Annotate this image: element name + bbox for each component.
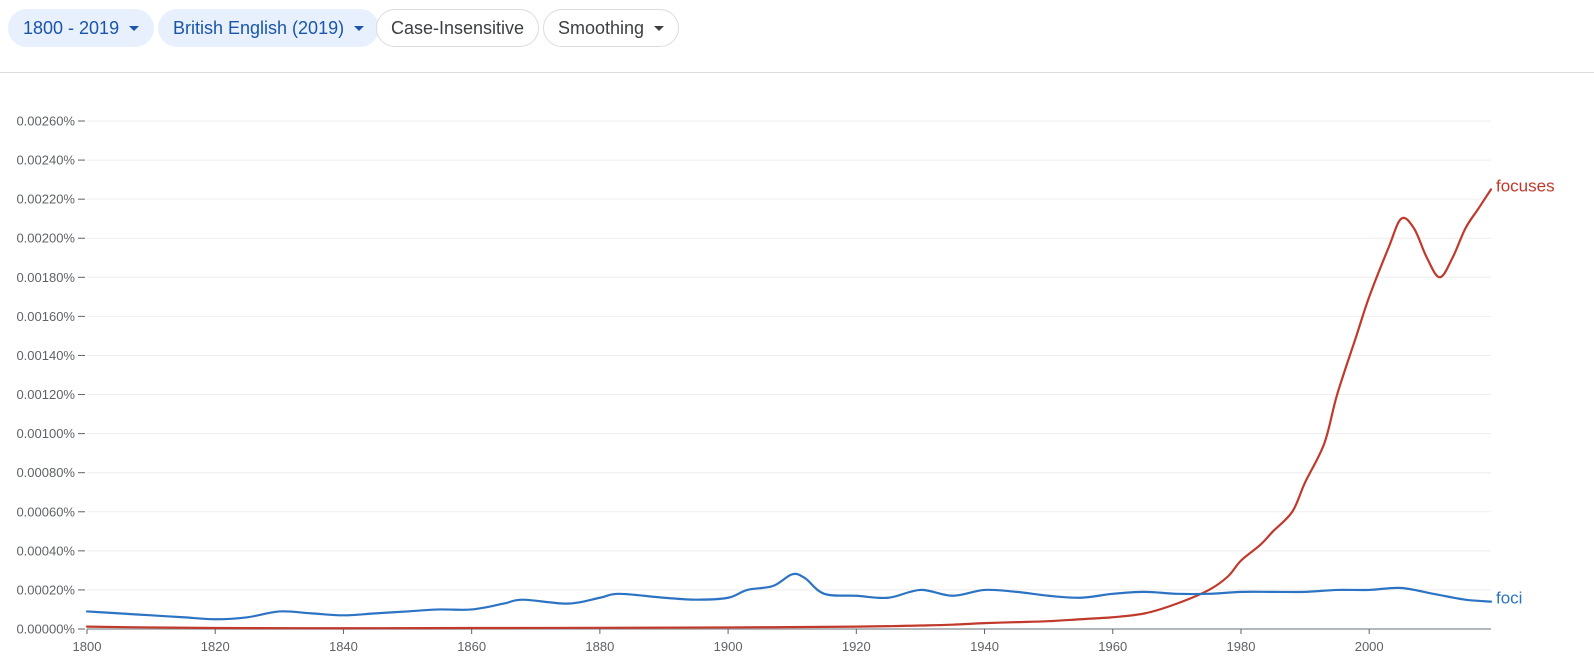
x-tick-label: 1820 [201, 639, 230, 654]
chevron-down-icon [654, 25, 665, 31]
y-tick-label: 0.00240% [16, 153, 75, 168]
y-tick-label: 0.00060% [16, 504, 75, 519]
smoothing-dropdown[interactable]: Smoothing [543, 9, 680, 47]
y-tick-label: 0.00200% [16, 231, 75, 246]
chevron-down-icon [129, 25, 140, 31]
y-tick-label: 0.00160% [16, 309, 75, 324]
year-range-dropdown[interactable]: 1800 - 2019 [8, 9, 155, 47]
y-axis: 0.00000% 0.00020% 0.00040% 0.00060% 0.00080%… [16, 114, 85, 637]
x-tick-label: 2000 [1355, 639, 1384, 654]
x-tick-label: 1940 [970, 639, 999, 654]
y-tick-label: 0.00140% [16, 348, 75, 363]
series-line-foci[interactable] [85, 572, 1493, 621]
x-tick-label: 1840 [329, 639, 358, 654]
y-tick-label: 0.00040% [16, 543, 75, 558]
series-label-focuses: focuses [1496, 176, 1555, 195]
x-tick-label: 1860 [457, 639, 486, 654]
year-range-label: 1800 - 2019 [23, 17, 120, 38]
x-tick-label: 1880 [585, 639, 614, 654]
x-tick-label: 1920 [842, 639, 871, 654]
series-label-foci: foci [1496, 589, 1522, 608]
case-insensitive-toggle[interactable]: Case-Insensitive [376, 9, 540, 47]
series-line-focuses[interactable] [85, 188, 1493, 630]
toolbar: 1800 - 2019 British English (2019) Case-… [0, 0, 1594, 73]
corpus-label: British English (2019) [173, 17, 345, 38]
y-tick-label: 0.00080% [16, 465, 75, 480]
x-tick-label: 1980 [1227, 639, 1256, 654]
x-axis: 1800 1820 1840 1860 1880 1900 1920 1940 1960 1980… [73, 628, 1491, 654]
y-tick-label: 0.00220% [16, 192, 75, 207]
x-tick-label: 1800 [73, 639, 102, 654]
ngram-chart: 0.00000% 0.00020% 0.00040% 0.00060% 0.00080%… [16, 114, 1555, 655]
series-lines [85, 188, 1493, 630]
chevron-down-icon [354, 25, 365, 31]
corpus-dropdown[interactable]: British English (2019) [158, 9, 380, 47]
y-tick-label: 0.00260% [16, 114, 75, 129]
x-tick-label: 1960 [1098, 639, 1127, 654]
grid-lines [87, 120, 1491, 591]
y-tick-label: 0.00120% [16, 387, 75, 402]
y-tick-label: 0.00000% [16, 622, 75, 637]
y-tick-label: 0.00020% [16, 582, 75, 597]
x-tick-label: 1900 [714, 639, 743, 654]
smoothing-label: Smoothing [558, 17, 645, 38]
series-labels: focuses foci [1496, 176, 1555, 607]
y-tick-label: 0.00100% [16, 426, 75, 441]
case-insensitive-label: Case-Insensitive [391, 17, 525, 38]
y-tick-label: 0.00180% [16, 270, 75, 285]
